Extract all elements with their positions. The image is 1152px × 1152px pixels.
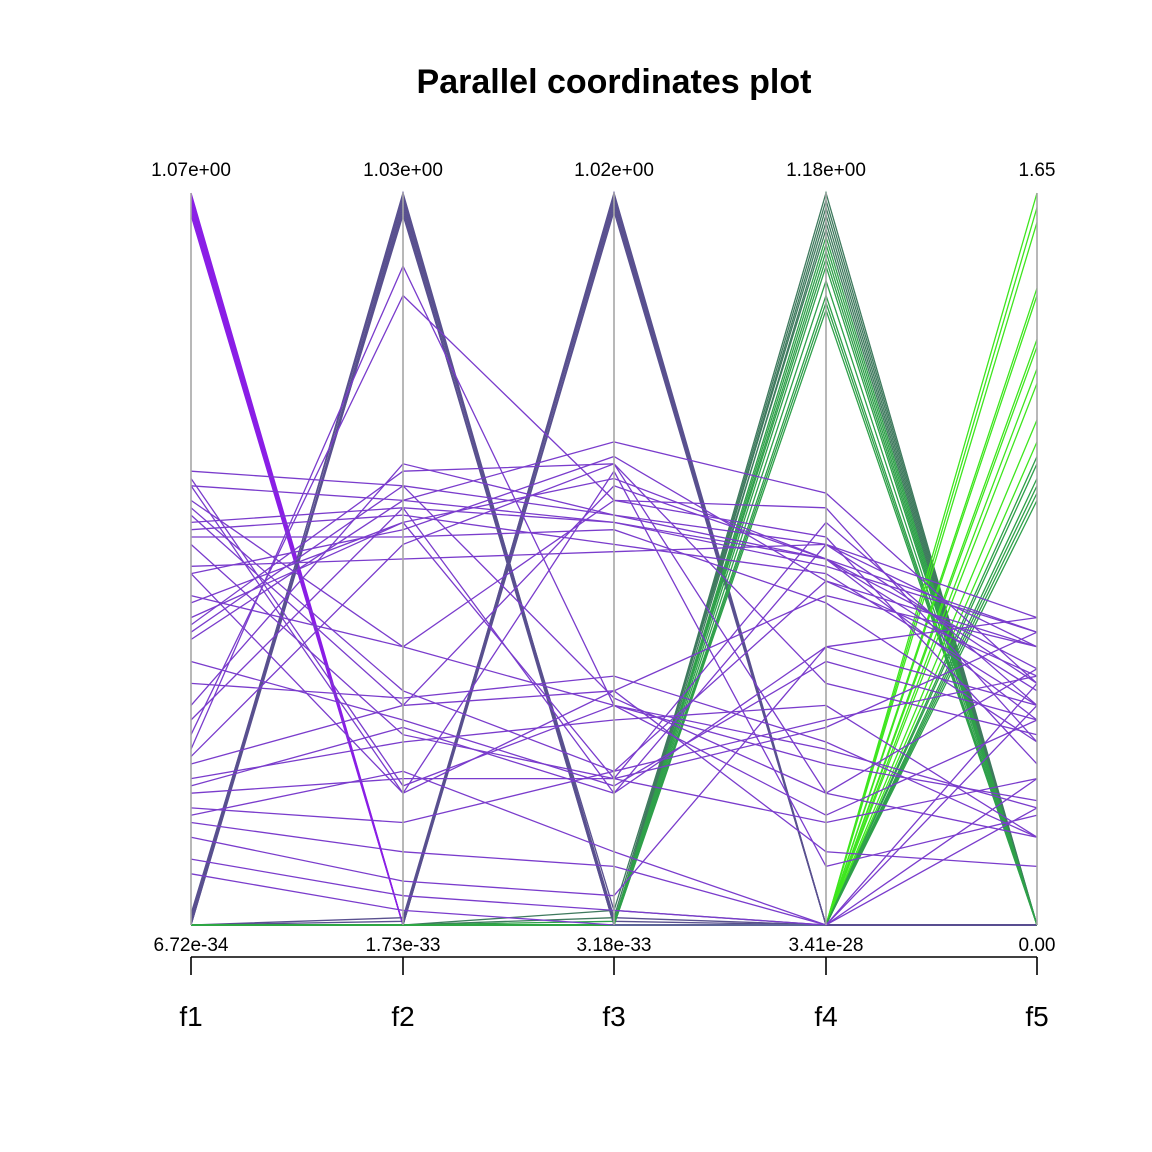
axis-max-label-f2: 1.03e+00 xyxy=(363,160,443,181)
axis-min-label-f3: 3.18e-33 xyxy=(576,935,651,956)
axis-min-label-f1: 6.72e-34 xyxy=(153,935,228,956)
axis-name-f3: f3 xyxy=(602,1001,625,1032)
axis-name-f2: f2 xyxy=(391,1001,414,1032)
axis-name-f1: f1 xyxy=(179,1001,202,1032)
chart-title: Parallel coordinates plot xyxy=(417,63,812,101)
axis-name-f5: f5 xyxy=(1025,1001,1048,1032)
axis-max-label-f5: 1.65 xyxy=(1019,160,1056,181)
axis-min-label-f5: 0.00 xyxy=(1019,935,1056,956)
axis-name-f4: f4 xyxy=(814,1001,837,1032)
axis-max-label-f3: 1.02e+00 xyxy=(574,160,654,181)
axis-max-label-f4: 1.18e+00 xyxy=(786,160,866,181)
axis-min-label-f4: 3.41e-28 xyxy=(788,935,863,956)
axis-min-label-f2: 1.73e-33 xyxy=(365,935,440,956)
axes-group: 1.07e+00 6.72e-34 f1 1.03e+00 1.73e-33 f2 1.02… xyxy=(151,160,1055,1032)
axis-max-label-f1: 1.07e+00 xyxy=(151,160,231,181)
